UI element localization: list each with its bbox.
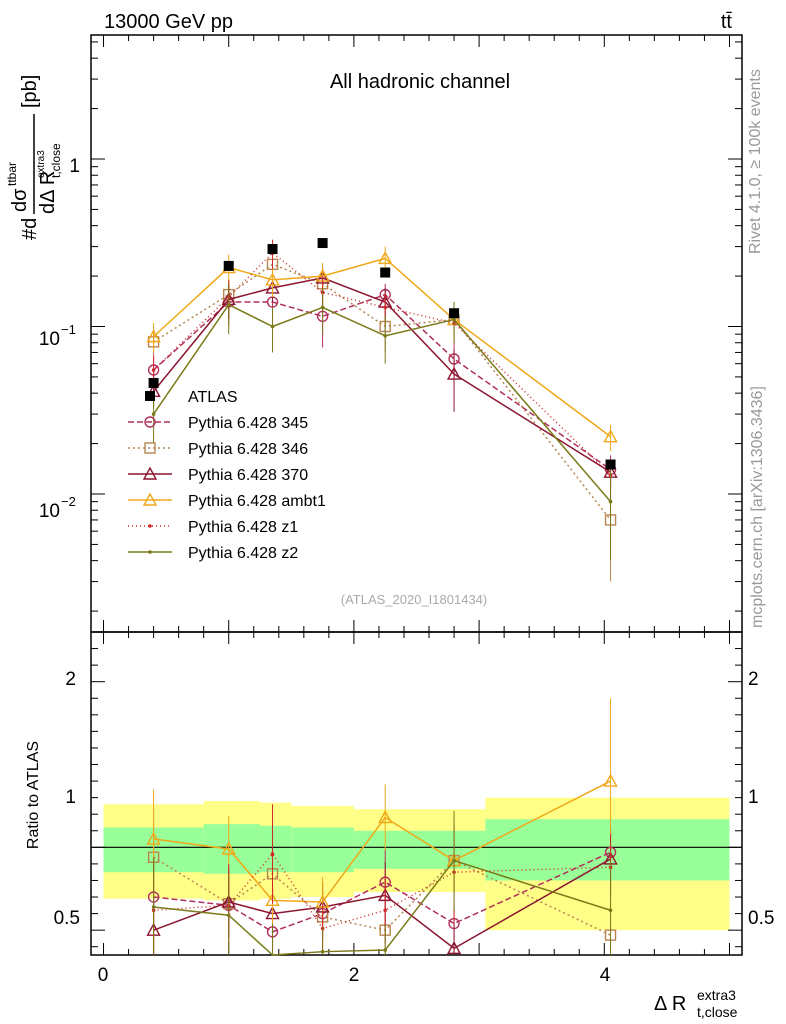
legend-marker <box>144 416 156 428</box>
y-label-unit: [pb] <box>19 75 41 108</box>
x-label-sub: t,close <box>697 1004 738 1020</box>
main-data-point <box>378 250 393 265</box>
legend-label: Pythia 6.428 z1 <box>188 519 298 536</box>
main-data-point <box>603 429 618 443</box>
main-data-point <box>226 302 231 307</box>
ratio-data-point <box>151 905 156 909</box>
ratio-data-point <box>320 949 325 954</box>
y-label-denominator-sup: extra3 <box>36 150 47 178</box>
ratio-tick-label-2-left: 2 <box>65 669 76 690</box>
main-data-point <box>383 305 388 310</box>
ratio-data-point <box>270 852 275 856</box>
legend-marker <box>142 466 158 480</box>
rivet-label: Rivet 4.1.0, ≥ 100k events <box>747 69 764 254</box>
y-label-denominator-sub: t,close <box>49 143 63 178</box>
atlas-data-point <box>449 308 460 319</box>
legend-marker <box>148 550 152 554</box>
atlas-data-point <box>380 267 391 278</box>
legend-label-atlas: ATLAS <box>188 389 238 406</box>
y-label-numerator: dσ <box>9 188 31 212</box>
main-data-point <box>320 305 325 310</box>
legend: ATLAS Pythia 6.428 345 Pythia 6.428 346 Pyt… <box>128 389 326 562</box>
legend-marker <box>148 524 152 528</box>
y-tick-label-1: 1 <box>69 156 80 177</box>
main-title: All hadronic channel <box>330 71 510 93</box>
legend-label: Pythia 6.428 346 <box>188 441 308 458</box>
ratio-data-point <box>383 908 388 913</box>
legend-marker <box>142 492 158 506</box>
ratio-data-point <box>446 940 462 955</box>
main-data-point <box>452 317 456 322</box>
legend-label: Pythia 6.428 345 <box>188 415 308 432</box>
legend-label: Pythia 6.428 z2 <box>188 545 298 562</box>
ratio-tick-label-2-right: 2 <box>748 669 759 690</box>
ratio-tick-label-1-left: 1 <box>65 787 76 808</box>
ratio-stat-band-bin <box>260 825 292 873</box>
y-tick-label-0.01: 10 <box>39 501 60 522</box>
main-data-point <box>383 334 388 338</box>
main-y-axis-label: #d dσ ttbar dΔ R t,close extra3 [pb] <box>5 75 63 240</box>
x-label-main: Δ R <box>654 993 686 1015</box>
y-label-numerator-sup: ttbar <box>5 162 19 186</box>
analysis-watermark: (ATLAS_2020_I1801434) <box>341 592 487 607</box>
x-tick-label-0: 0 <box>98 965 109 986</box>
ratio-data-point <box>383 948 388 952</box>
ratio-stat-band-bin <box>485 819 730 881</box>
ratio-tick-label-0.5-left: 0.5 <box>54 908 80 929</box>
plot-layer <box>90 34 743 956</box>
mcplots-label: mcplots.cern.ch [arXiv:1306.3436] <box>749 386 766 628</box>
atlas-data-point <box>317 238 328 249</box>
legend-label: Pythia 6.428 ambt1 <box>188 493 326 510</box>
x-tick-label-2: 2 <box>349 965 360 986</box>
legend-label: Pythia 6.428 370 <box>188 467 308 484</box>
y-label-denominator: dΔ R <box>37 171 59 214</box>
ratio-data-point <box>608 908 613 913</box>
ratio-tick-label-1-right: 1 <box>748 787 759 808</box>
atlas-data-point <box>267 244 278 255</box>
ratio-data-point <box>146 831 161 845</box>
y-tick-label-0.01-exp: −2 <box>61 494 76 509</box>
main-data-point <box>146 329 161 343</box>
legend-marker <box>144 442 156 454</box>
ratio-data-point <box>265 892 280 907</box>
x-axis-label: Δ R extra3 t,close <box>654 987 738 1020</box>
ratio-data-point <box>378 810 393 824</box>
ratio-y-axis-label: Ratio to ATLAS <box>25 741 42 849</box>
y-label-prefix: #d <box>19 218 41 240</box>
atlas-data-point <box>223 260 234 271</box>
legend-marker-atlas <box>145 391 155 401</box>
ratio-data-point <box>226 913 231 918</box>
x-tick-label-4: 4 <box>600 965 611 986</box>
main-data-point <box>151 368 156 372</box>
atlas-data-point <box>148 377 159 388</box>
energy-label: 13000 GeV pp <box>104 11 233 33</box>
ratio-tick-label-0.5-right: 0.5 <box>748 908 774 929</box>
process-label: tt̄ <box>721 11 733 33</box>
y-tick-label-0.1: 10 <box>39 329 60 350</box>
main-data-point <box>270 324 275 329</box>
x-label-sup: extra3 <box>697 987 736 1003</box>
main-data-point <box>151 412 156 416</box>
ratio-data-point <box>603 773 618 787</box>
ratio-data-point <box>221 841 236 855</box>
atlas-data-point <box>605 459 616 470</box>
main-data-point <box>446 366 462 380</box>
ratio-plot-frame <box>90 631 743 956</box>
y-tick-label-0.1-exp: −1 <box>61 322 76 337</box>
ratio-data-point <box>452 858 456 863</box>
ratio-stat-band-bin <box>291 827 354 873</box>
main-data-point <box>265 272 280 286</box>
main-data-point <box>608 499 613 504</box>
